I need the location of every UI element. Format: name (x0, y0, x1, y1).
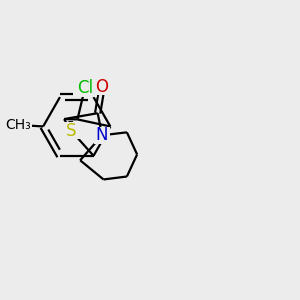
Bar (94, 127, 110, 143)
Text: N: N (96, 126, 108, 144)
Text: S: S (66, 122, 76, 140)
Text: Cl: Cl (77, 80, 93, 98)
Text: O: O (96, 78, 109, 96)
Bar (73, 80, 97, 97)
Bar (60, 122, 82, 139)
Text: CH₃: CH₃ (5, 118, 31, 132)
Bar (4, 118, 32, 132)
Bar (94, 79, 110, 95)
